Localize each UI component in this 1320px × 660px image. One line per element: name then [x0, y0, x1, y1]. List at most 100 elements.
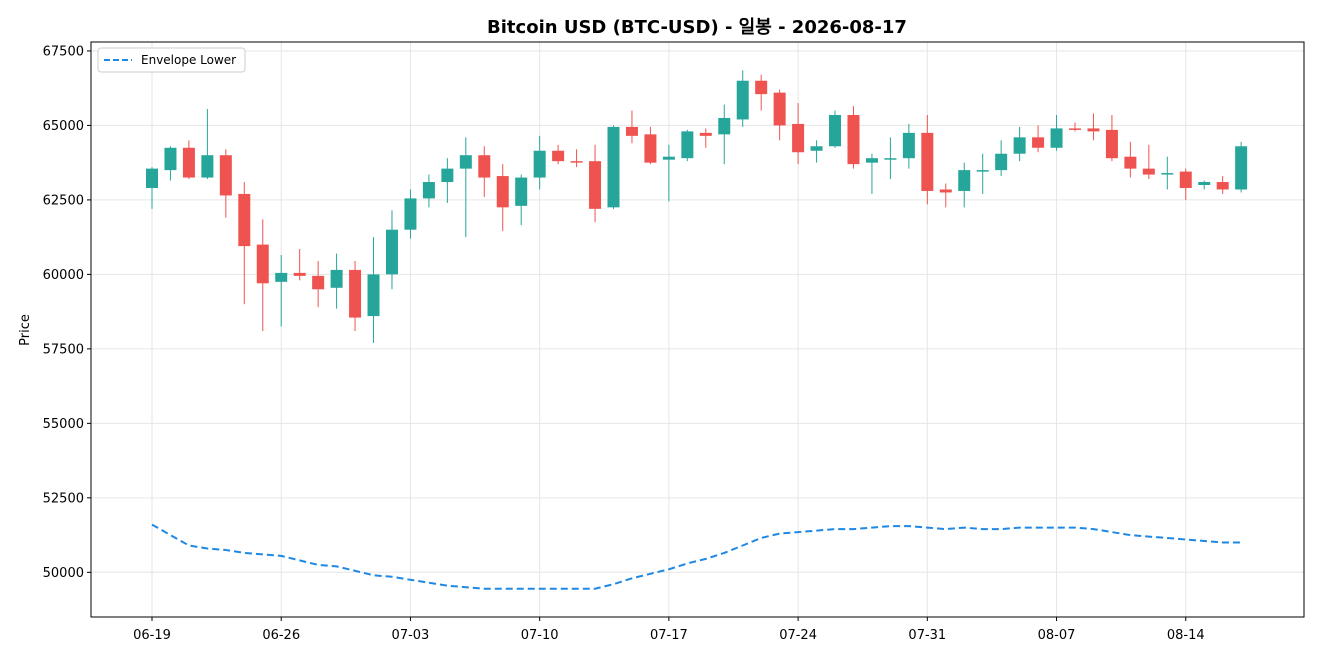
- candle: [256, 219, 269, 331]
- candle: [349, 260, 362, 331]
- candle: [367, 237, 380, 343]
- y-axis-ticks: 50000 52500 55000 57500 60000 62500 65000 67500: [43, 44, 91, 581]
- x-tick-label: 07-24: [779, 628, 817, 643]
- candle-body: [367, 274, 380, 317]
- candle-body: [219, 155, 232, 196]
- x-tick-label: 07-10: [521, 628, 559, 643]
- candle-body: [699, 132, 712, 136]
- candle-body: [921, 132, 934, 191]
- candle: [404, 189, 417, 239]
- chart-title: Bitcoin USD (BTC-USD) - 일봉 - 2026-08-17: [487, 17, 907, 38]
- candle: [1013, 126, 1026, 162]
- candle: [182, 140, 195, 180]
- y-tick-label: 65000: [43, 119, 84, 134]
- candle-body: [939, 189, 952, 193]
- candle-body: [552, 150, 565, 162]
- candle-body: [330, 269, 343, 288]
- candle: [939, 183, 952, 208]
- envelope-lower-series: [151, 523, 1242, 590]
- y-axis-label: Price: [18, 314, 33, 346]
- candle: [533, 135, 546, 190]
- candle-body: [773, 92, 786, 126]
- candle-body: [607, 126, 620, 208]
- candle: [681, 129, 694, 162]
- plot-frame: [90, 41, 1305, 618]
- y-tick-label: 67500: [43, 44, 84, 59]
- candle-body: [349, 269, 362, 318]
- y-tick-label: 50000: [43, 566, 84, 581]
- candle-body: [829, 114, 842, 147]
- candle: [219, 149, 232, 218]
- candle: [496, 164, 509, 232]
- candle-body: [459, 155, 472, 169]
- candle-body: [182, 147, 195, 178]
- candle: [1179, 168, 1192, 200]
- candle-body: [681, 131, 694, 159]
- candle-body: [1069, 128, 1081, 130]
- x-axis-ticks: 06-19 06-26 07-03 07-10 07-17 07-24 07-31 08-07…: [133, 617, 1205, 643]
- candle: [625, 110, 638, 144]
- legend: Envelope Lower: [97, 47, 246, 73]
- candle: [385, 210, 398, 290]
- candle-body: [515, 177, 528, 206]
- candle-body: [865, 158, 878, 163]
- candle: [1235, 141, 1248, 193]
- candle: [902, 123, 915, 169]
- candle-body: [644, 134, 657, 163]
- x-tick-label: 06-26: [262, 628, 300, 643]
- candle: [1069, 122, 1081, 132]
- candle: [1124, 141, 1137, 178]
- candle-body: [902, 132, 915, 159]
- candle-body: [625, 126, 638, 136]
- candle: [792, 103, 805, 165]
- candle-body: [478, 155, 491, 178]
- candle-body: [1142, 168, 1155, 175]
- candle-body: [958, 170, 971, 191]
- candle: [699, 128, 712, 148]
- x-tick-label: 07-31: [908, 628, 946, 643]
- candle-body: [755, 80, 768, 95]
- x-tick-label: 07-17: [650, 628, 688, 643]
- candle-body: [792, 123, 805, 153]
- candle-body: [847, 114, 860, 165]
- candle-body: [1032, 137, 1045, 148]
- legend-envelope-label: Envelope Lower: [141, 53, 236, 67]
- candles: [146, 70, 1248, 343]
- candle: [293, 249, 306, 281]
- candle-body: [810, 146, 823, 151]
- candle: [995, 140, 1008, 177]
- y-tick-label: 52500: [43, 491, 84, 506]
- candle-body: [1198, 182, 1211, 186]
- candle: [238, 182, 251, 305]
- candle-body: [1050, 128, 1063, 148]
- candle-body: [1105, 129, 1118, 159]
- candle-body: [201, 155, 214, 178]
- candle: [201, 109, 214, 180]
- candle: [275, 255, 288, 327]
- candle: [865, 153, 878, 194]
- legend-box: [97, 47, 246, 73]
- candle: [146, 167, 158, 209]
- candle-body: [164, 147, 177, 171]
- candle-body: [533, 150, 546, 178]
- candle-body: [1216, 182, 1229, 190]
- grid-lines: [91, 42, 1304, 617]
- candle-body: [662, 156, 675, 160]
- x-tick-label: 08-07: [1038, 628, 1076, 643]
- candle-body: [1179, 171, 1192, 188]
- candle: [976, 153, 989, 194]
- candle: [884, 137, 897, 180]
- candle-body: [1087, 128, 1100, 132]
- candle-body: [256, 244, 269, 284]
- candle-body: [238, 193, 251, 247]
- candle: [1161, 156, 1174, 190]
- candle-body: [275, 272, 288, 282]
- candle: [1216, 176, 1229, 194]
- candle-body: [570, 161, 583, 163]
- candle-body: [293, 272, 306, 276]
- candle: [1198, 180, 1211, 190]
- x-tick-label: 07-03: [392, 628, 430, 643]
- candle-body: [404, 198, 417, 230]
- candle: [773, 89, 786, 141]
